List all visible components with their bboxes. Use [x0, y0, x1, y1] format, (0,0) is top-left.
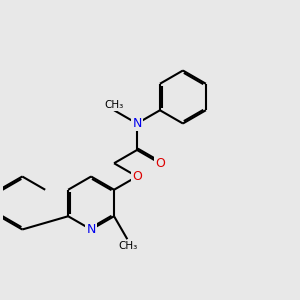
Text: CH₃: CH₃	[118, 241, 138, 251]
Text: O: O	[132, 170, 142, 183]
Text: N: N	[132, 117, 142, 130]
Text: N: N	[86, 223, 96, 236]
Text: O: O	[155, 157, 165, 170]
Text: CH₃: CH₃	[104, 100, 124, 110]
